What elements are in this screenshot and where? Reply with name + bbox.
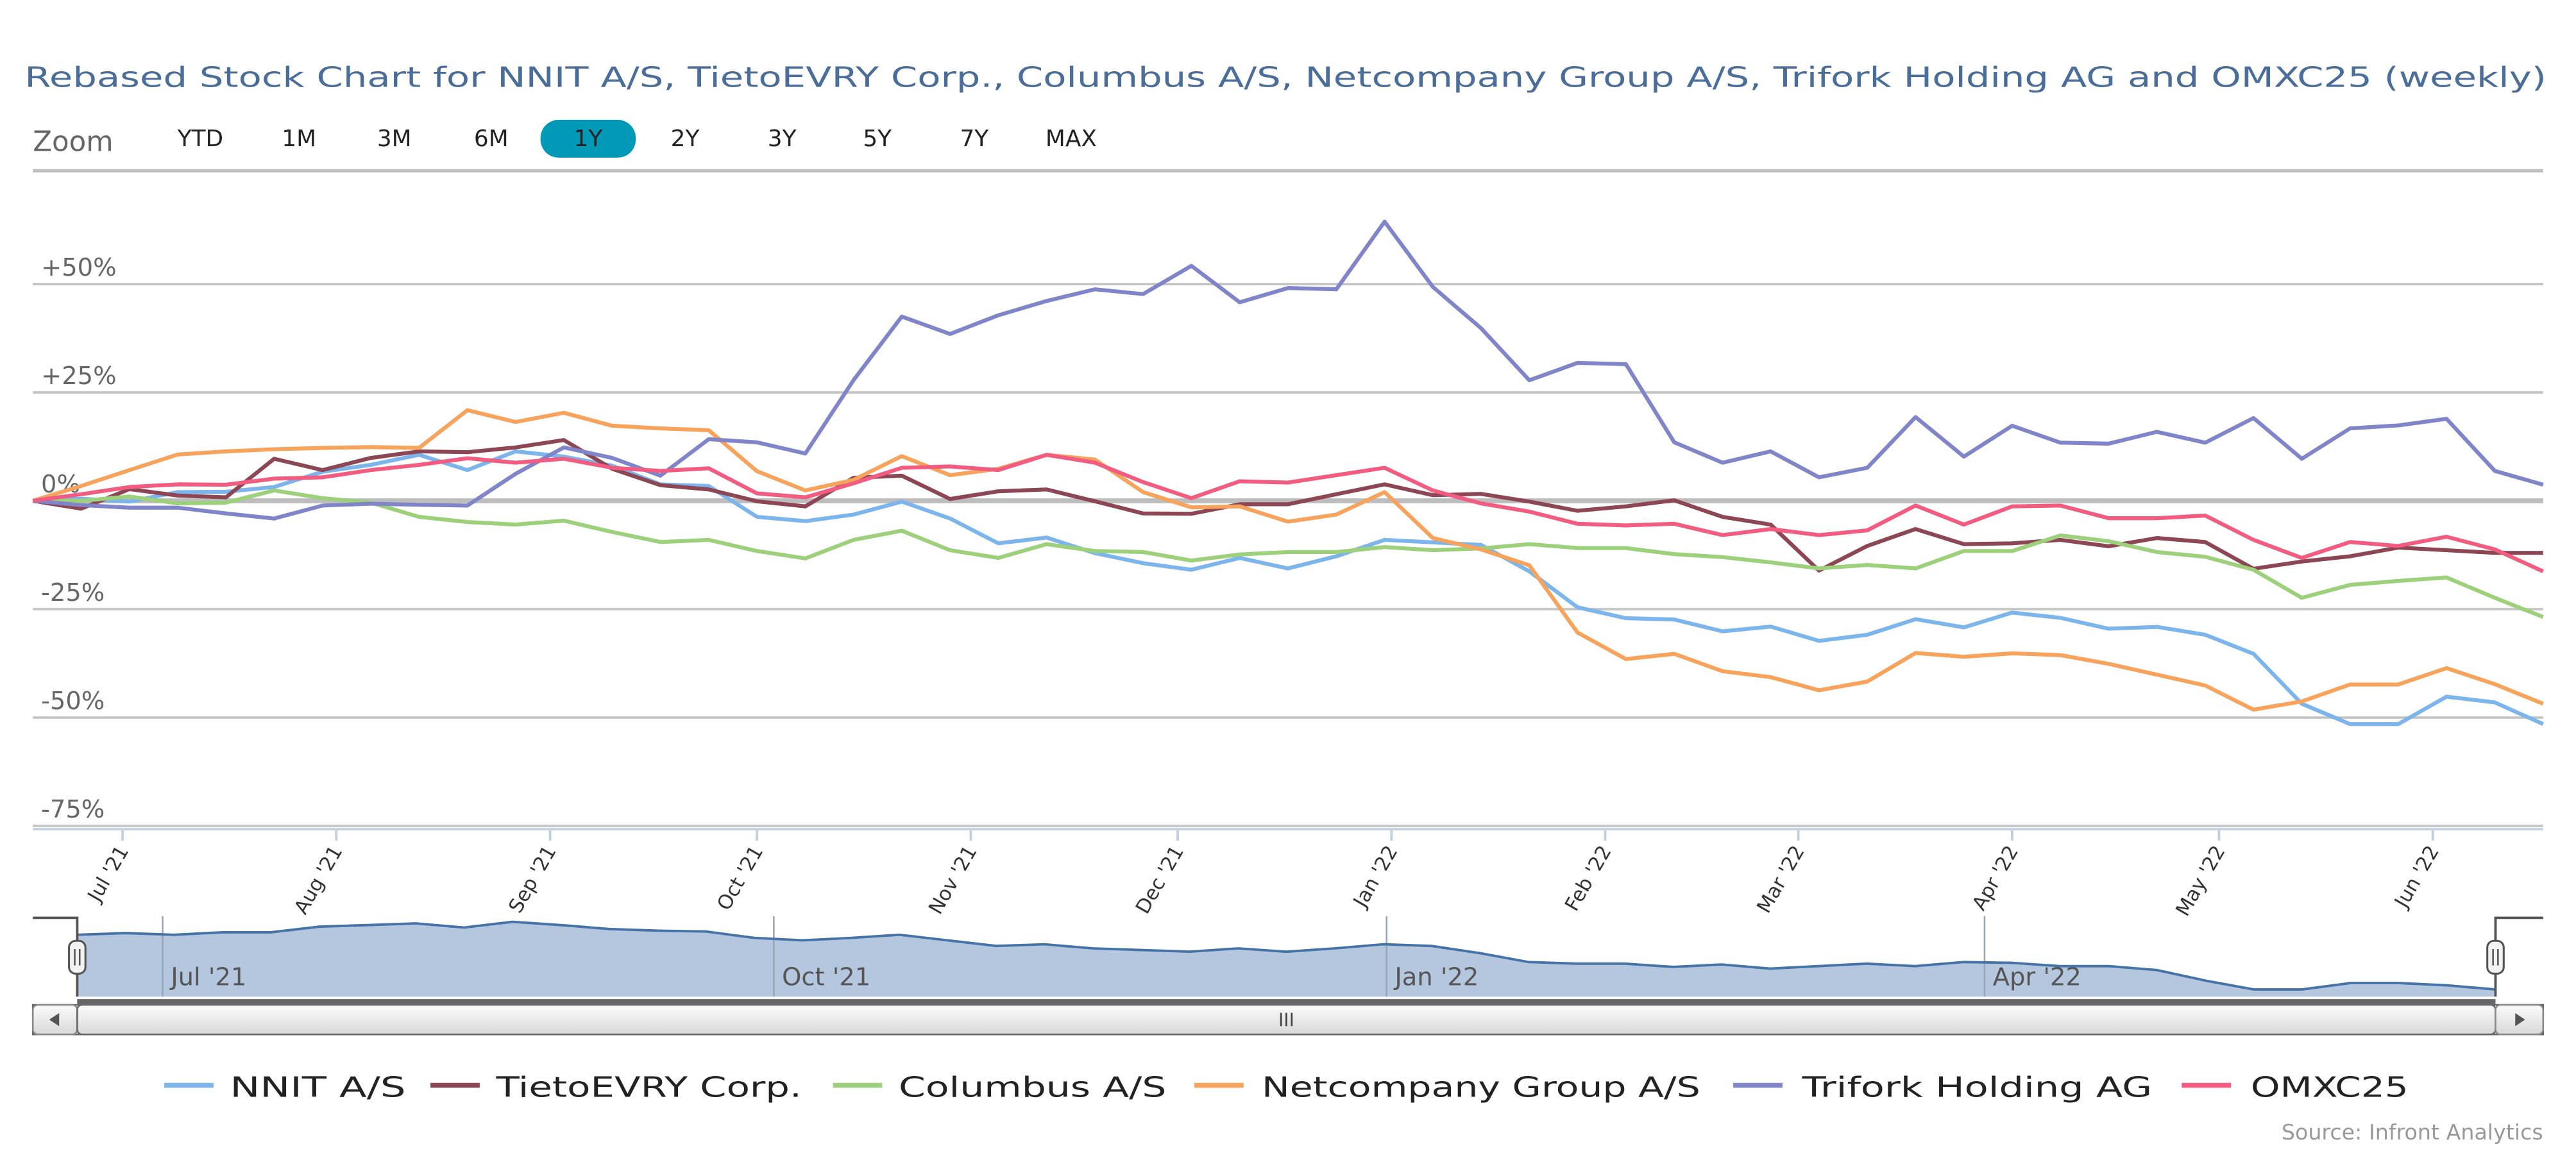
x-tick-label: Aug '21 bbox=[290, 841, 348, 918]
x-tick-label: Sep '21 bbox=[504, 841, 561, 917]
arrow-left-icon bbox=[49, 1012, 60, 1027]
zoom-range-selector: YTD 1M 3M 6M 1Y 2Y 3Y 5Y 7Y MAX bbox=[177, 119, 1097, 158]
legend-label: NNIT A/S bbox=[230, 1072, 406, 1104]
y-tick-label: -50% bbox=[41, 687, 105, 716]
zoom-label: Zoom bbox=[33, 126, 113, 158]
zoom-button-label: 1Y bbox=[574, 126, 603, 152]
zoom-button-7y[interactable]: 7Y bbox=[960, 126, 988, 152]
navigator-date-label: Jul '21 bbox=[169, 962, 246, 991]
chart-title: Rebased Stock Chart for NNIT A/S, TietoE… bbox=[24, 62, 2546, 94]
series-line-columbus-a-s[interactable] bbox=[33, 488, 2544, 619]
legend-label: OMXC25 bbox=[2251, 1072, 2409, 1104]
x-tick-label: Dec '21 bbox=[1131, 841, 1189, 918]
zoom-button-label: 7Y bbox=[960, 126, 988, 152]
legend-item[interactable]: Trifork Holding AG bbox=[1733, 1072, 2152, 1104]
y-tick-label: +25% bbox=[41, 362, 117, 391]
navigator[interactable]: Jul '21 Oct '21 Jan '22 Apr '22 bbox=[33, 916, 2543, 1004]
x-tick-label: Feb '22 bbox=[1561, 841, 1616, 915]
y-tick-label: -75% bbox=[41, 795, 105, 824]
navigator-area bbox=[77, 921, 2496, 997]
zoom-button-ytd[interactable]: YTD bbox=[177, 126, 223, 152]
x-tick-label: Nov '21 bbox=[924, 841, 982, 918]
zoom-button-label: MAX bbox=[1046, 126, 1097, 152]
navigator-handle-left[interactable] bbox=[68, 939, 87, 975]
legend-label: Netcompany Group A/S bbox=[1262, 1072, 1700, 1104]
navigator-date-label: Apr '22 bbox=[1993, 962, 2081, 991]
zoom-button-label: 3M bbox=[377, 126, 412, 152]
zoom-button-max[interactable]: MAX bbox=[1046, 126, 1097, 152]
x-tick-label: Jan '22 bbox=[1348, 841, 1403, 912]
series-lines bbox=[32, 219, 2545, 727]
series-line-nnit-a-s[interactable] bbox=[33, 449, 2545, 727]
y-tick-label: +50% bbox=[41, 253, 117, 282]
legend-label: Columbus A/S bbox=[899, 1072, 1166, 1104]
legend-item[interactable]: NNIT A/S bbox=[164, 1072, 406, 1104]
zoom-button-label: 2Y bbox=[671, 126, 700, 152]
zoom-button-3m[interactable]: 3M bbox=[377, 126, 412, 152]
x-tick-label: Apr '22 bbox=[1968, 841, 2023, 914]
zoom-button-highlight bbox=[540, 119, 636, 158]
scroll-right-button[interactable] bbox=[2495, 1004, 2545, 1036]
zoom-button-label: 3Y bbox=[768, 126, 797, 152]
x-axis: Jul '21 Aug '21 Sep '21 Oct '21 Nov '21 Dec '… bbox=[33, 828, 2543, 920]
navigator-handle-right[interactable] bbox=[2486, 939, 2505, 975]
legend-label: TietoEVRY Corp. bbox=[495, 1072, 802, 1104]
x-tick-label: May '22 bbox=[2171, 841, 2230, 920]
navigator-date-label: Jan '22 bbox=[1393, 962, 1479, 991]
zoom-button-6m[interactable]: 6M bbox=[474, 126, 509, 152]
series-line-netcompany-group-a-s[interactable] bbox=[32, 408, 2544, 712]
series-line-trifork-holding-ag[interactable] bbox=[32, 219, 2544, 521]
arrow-right-icon bbox=[2515, 1012, 2525, 1027]
x-tick-label: Jul '21 bbox=[83, 841, 133, 906]
zoom-button-label: 5Y bbox=[863, 126, 892, 152]
navigator-series-line bbox=[77, 920, 2496, 991]
zoom-button-2y[interactable]: 2Y bbox=[671, 126, 700, 152]
legend-item[interactable]: Columbus A/S bbox=[833, 1072, 1167, 1104]
y-tick-label: -25% bbox=[41, 578, 105, 607]
legend-item[interactable]: TietoEVRY Corp. bbox=[430, 1072, 802, 1104]
y-grid: +50%+25%0%-25%-50%-75% bbox=[33, 253, 2543, 827]
x-tick-label: Jun '22 bbox=[2389, 841, 2444, 912]
scrollbar[interactable]: III bbox=[31, 1004, 2545, 1036]
source-credit: Source: Infront Analytics bbox=[2282, 1120, 2543, 1145]
legend: NNIT A/S TietoEVRY Corp. Columbus A/S Netco… bbox=[164, 1072, 2409, 1104]
x-tick-label: Mar '22 bbox=[1752, 841, 1809, 917]
navigator-date-label: Oct '21 bbox=[782, 962, 870, 991]
legend-item[interactable]: OMXC25 bbox=[2182, 1072, 2409, 1104]
x-tick-label: Oct '21 bbox=[713, 841, 768, 914]
zoom-button-label: YTD bbox=[177, 126, 223, 152]
series-line-omxc25[interactable] bbox=[32, 453, 2545, 573]
scrollbar-grip: III bbox=[1278, 1009, 1294, 1030]
legend-label: Trifork Holding AG bbox=[1801, 1072, 2152, 1104]
scroll-left-button[interactable] bbox=[31, 1004, 78, 1036]
zoom-button-label: 1M bbox=[282, 126, 316, 152]
zoom-button-1m[interactable]: 1M bbox=[282, 126, 316, 152]
zoom-button-3y[interactable]: 3Y bbox=[768, 126, 797, 152]
zoom-button-1y[interactable]: 1Y bbox=[540, 119, 636, 158]
legend-item[interactable]: Netcompany Group A/S bbox=[1194, 1072, 1700, 1104]
zoom-button-label: 6M bbox=[474, 126, 509, 152]
zoom-button-5y[interactable]: 5Y bbox=[863, 126, 892, 152]
